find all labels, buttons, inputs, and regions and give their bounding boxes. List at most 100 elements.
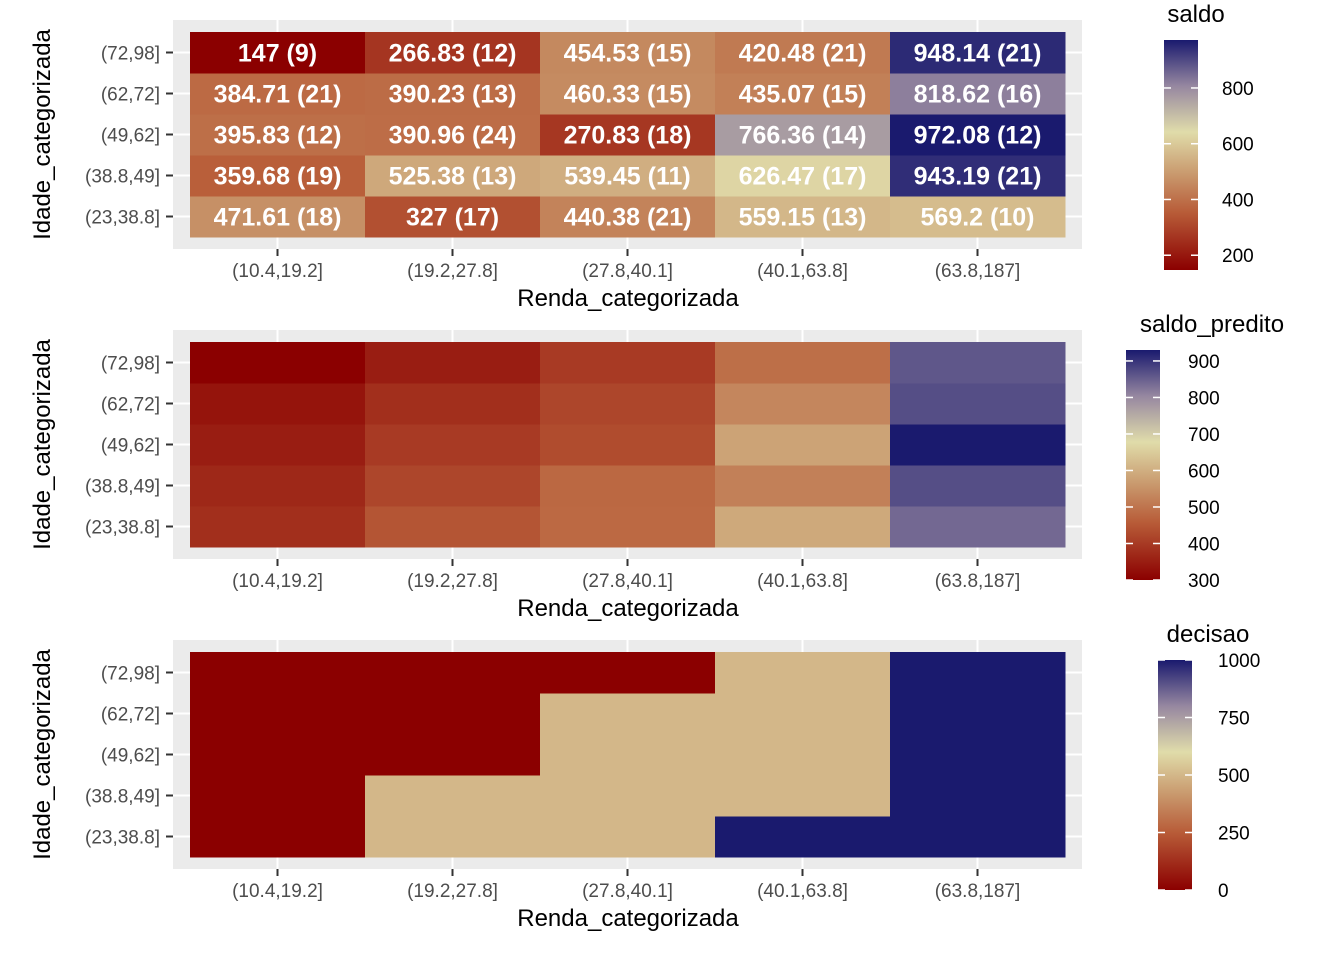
heatmap-tile [365,734,541,776]
heatmap-tile [365,342,541,384]
legend-tick-label: 700 [1188,425,1220,446]
heatmap-tile [890,734,1066,776]
heatmap-tile [190,734,366,776]
legend-tick-label: 300 [1188,571,1220,592]
legend: decisao 0 250 500 750 1000 [1158,621,1260,902]
heatmap-tile [715,342,891,384]
x-tick-label: (27.8,40.1] [582,261,673,282]
legend-tick-label: 600 [1188,461,1220,482]
heatmap-tile [540,73,716,115]
heatmap-tile [890,424,1066,466]
heatmap-tile [715,652,891,694]
heatmap-tile [190,816,366,858]
cell-label: 471.61 (18) [214,204,342,232]
heatmap-tile [890,114,1066,156]
heatmap-tile [890,73,1066,115]
heatmap-tile [190,424,366,466]
x-axis-title: Renda_categorizada [517,595,739,622]
heatmap-tile [190,775,366,817]
legend-colorbar [1164,40,1198,270]
cell-label: 390.96 (24) [389,122,517,150]
heatmap-tile [540,383,716,425]
y-tick-label: (72,98] [101,354,160,375]
x-tick-label: (40.1,63.8] [757,571,848,592]
heatmap-tile [365,383,541,425]
legend-tick-label: 200 [1222,246,1254,267]
heatmap-tile [715,424,891,466]
heatmap-tile [540,816,716,858]
legend-title: saldo [1167,1,1224,28]
y-tick-label: (62,72] [101,85,160,106]
x-axis-title: Renda_categorizada [517,285,739,312]
heatmap-tile [190,342,366,384]
heatmap-tile [365,196,541,238]
heatmap-tile [715,506,891,548]
heatmap-tile [715,73,891,115]
cell-label: 818.62 (16) [914,81,1042,109]
x-tick-label: (63.8,187] [935,261,1021,282]
heatmap-tile [540,155,716,197]
x-tick-label: (63.8,187] [935,571,1021,592]
heatmap-tile [365,114,541,156]
y-tick-label: (49,62] [101,436,160,457]
x-tick-label: (19.2,27.8] [407,261,498,282]
heatmap-tile [365,816,541,858]
heatmap-tile [890,342,1066,384]
legend-title: saldo_predito [1140,311,1284,338]
y-tick-label: (49,62] [101,126,160,147]
legend-tick-label: 900 [1188,352,1220,373]
cell-label: 147 (9) [238,40,317,68]
legend-tick-label: 500 [1188,498,1220,519]
heatmap-tile [540,196,716,238]
cell-label: 972.08 (12) [914,122,1042,150]
heatmap-tile [365,775,541,817]
cell-label: 395.83 (12) [214,122,342,150]
heatmap-tile [715,775,891,817]
cell-label: 454.53 (15) [564,40,692,68]
heatmap-tile [715,383,891,425]
x-tick-label: (40.1,63.8] [757,881,848,902]
cell-label: 539.45 (11) [564,163,691,191]
x-tick-label: (10.4,19.2] [232,261,323,282]
x-tick-label: (19.2,27.8] [407,881,498,902]
legend: saldo_predito 300 400 500 600 700 800 900 [1126,311,1284,592]
legend-tick-label: 400 [1188,534,1220,555]
x-tick-label: (10.4,19.2] [232,881,323,902]
cell-label: 359.68 (19) [214,163,342,191]
heatmap-tile [190,465,366,507]
cell-label: 460.33 (15) [564,81,692,109]
heatmap-tile [715,114,891,156]
heatmap-tile [190,155,366,197]
cell-label: 270.83 (18) [564,122,692,150]
heatmap-tile [540,734,716,776]
cell-label: 440.38 (21) [564,204,692,232]
heatmap-tile [715,816,891,858]
heatmap-tile [890,465,1066,507]
heatmap-tile [715,693,891,735]
legend-tick-label: 800 [1222,79,1254,100]
x-tick-label: (63.8,187] [935,881,1021,902]
legend-tick-label: 750 [1218,709,1250,730]
x-axis-title: Renda_categorizada [517,905,739,932]
heatmap-tile [190,114,366,156]
cell-label: 525.38 (13) [389,163,517,191]
y-axis-title: Idade_categorizada [29,648,56,859]
y-tick-label: (23,38.8] [85,208,160,229]
y-tick-label: (49,62] [101,746,160,767]
legend-tick-label: 250 [1218,824,1250,845]
x-tick-label: (19.2,27.8] [407,571,498,592]
cell-label: 569.2 (10) [921,204,1035,232]
cell-label: 390.23 (13) [389,81,517,109]
heatmap-tile [540,506,716,548]
heatmap-tile [890,506,1066,548]
y-tick-label: (38.8,49] [85,167,160,188]
cell-label: 420.48 (21) [739,40,867,68]
heatmap-tile [715,734,891,776]
cell-label: 327 (17) [406,204,499,232]
x-tick-label: (10.4,19.2] [232,571,323,592]
heatmap-tile [540,32,716,74]
panel-3: (23,38.8] (38.8,49] (49,62] (62,72] (72,98] (… [29,640,1082,932]
legend-tick-label: 500 [1218,766,1250,787]
heatmap-tile [190,693,366,735]
legend-tick-label: 0 [1218,881,1229,902]
